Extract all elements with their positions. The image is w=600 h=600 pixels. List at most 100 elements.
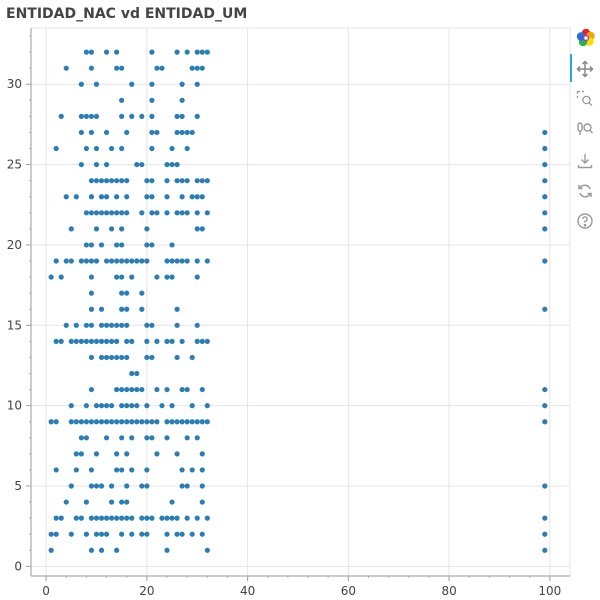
data-point xyxy=(88,338,95,344)
data-point xyxy=(108,226,115,232)
data-point xyxy=(159,403,165,409)
data-point xyxy=(108,354,115,361)
data-point xyxy=(174,515,180,521)
data-point xyxy=(88,242,95,248)
data-point xyxy=(108,338,115,344)
data-point xyxy=(164,194,170,200)
data-point xyxy=(124,499,130,505)
data-point xyxy=(88,547,95,553)
data-point xyxy=(129,338,135,344)
data-point xyxy=(63,65,69,71)
data-point xyxy=(98,483,105,489)
data-point xyxy=(78,258,84,264)
data-point xyxy=(98,354,105,361)
pan-tool-icon[interactable] xyxy=(576,60,594,78)
reset-tool-icon[interactable] xyxy=(576,182,594,200)
data-point xyxy=(139,531,145,537)
data-point xyxy=(164,515,170,521)
x-tick-label: 80 xyxy=(441,584,456,598)
data-point xyxy=(179,483,185,489)
data-point xyxy=(129,274,135,280)
data-point xyxy=(98,403,105,409)
data-point xyxy=(129,435,135,441)
data-point xyxy=(542,386,548,393)
data-point xyxy=(174,419,180,425)
data-point xyxy=(114,547,120,553)
data-point xyxy=(68,338,74,344)
data-point xyxy=(154,274,160,280)
data-point xyxy=(139,515,145,521)
data-point xyxy=(134,419,140,425)
data-point xyxy=(194,419,200,425)
data-point xyxy=(124,515,130,521)
data-point xyxy=(73,515,79,521)
help-tool-icon[interactable] xyxy=(576,212,594,230)
data-point xyxy=(124,483,130,489)
data-point xyxy=(179,419,185,425)
data-point xyxy=(139,483,145,489)
box-zoom-tool-icon[interactable] xyxy=(576,90,594,108)
save-tool-icon[interactable] xyxy=(576,152,594,170)
data-point xyxy=(194,194,200,200)
data-point xyxy=(114,419,120,425)
data-point xyxy=(88,483,95,489)
data-point xyxy=(139,306,145,312)
data-point xyxy=(144,403,150,409)
data-point xyxy=(119,210,125,216)
data-point xyxy=(149,242,155,248)
wheel-zoom-tool-icon[interactable] xyxy=(576,120,594,138)
data-point xyxy=(53,419,59,425)
data-point xyxy=(83,435,90,441)
data-point xyxy=(119,65,125,71)
data-point xyxy=(88,386,95,393)
data-point xyxy=(189,129,195,136)
data-point xyxy=(119,386,125,393)
data-point xyxy=(78,129,84,136)
data-point xyxy=(124,386,130,393)
data-point xyxy=(184,129,190,136)
data-point xyxy=(184,178,190,184)
data-point xyxy=(93,403,100,409)
data-point xyxy=(184,483,190,489)
data-point xyxy=(88,49,95,55)
plot-area[interactable] xyxy=(30,27,571,577)
data-point xyxy=(149,178,155,184)
y-tick-label: 25 xyxy=(7,158,22,172)
data-point xyxy=(199,531,205,537)
data-point xyxy=(139,258,145,264)
data-point xyxy=(169,338,175,344)
data-point xyxy=(194,178,200,184)
data-point xyxy=(134,161,140,168)
data-point xyxy=(68,403,74,409)
data-point xyxy=(103,129,110,136)
data-point xyxy=(108,419,115,425)
data-point xyxy=(149,435,155,441)
data-point xyxy=(119,515,125,521)
data-point xyxy=(83,113,90,119)
data-point xyxy=(159,515,165,521)
data-point xyxy=(108,178,115,184)
y-tick-label: 20 xyxy=(7,238,22,252)
data-point xyxy=(108,210,115,216)
data-point xyxy=(184,419,190,425)
data-point xyxy=(124,322,130,328)
data-point xyxy=(48,531,54,537)
data-point xyxy=(98,338,105,344)
data-point xyxy=(88,194,95,200)
data-point xyxy=(184,435,190,441)
data-point xyxy=(199,338,205,344)
data-point xyxy=(63,499,69,505)
data-point xyxy=(78,161,84,168)
data-point xyxy=(204,258,210,264)
data-point xyxy=(149,49,155,55)
data-point xyxy=(149,419,155,425)
data-point xyxy=(149,354,155,361)
data-point xyxy=(174,161,180,168)
y-tick-label: 5 xyxy=(14,479,22,493)
data-point xyxy=(114,354,120,361)
data-point xyxy=(184,49,190,55)
data-point xyxy=(103,515,110,521)
data-point xyxy=(164,161,170,168)
data-point xyxy=(93,161,100,168)
